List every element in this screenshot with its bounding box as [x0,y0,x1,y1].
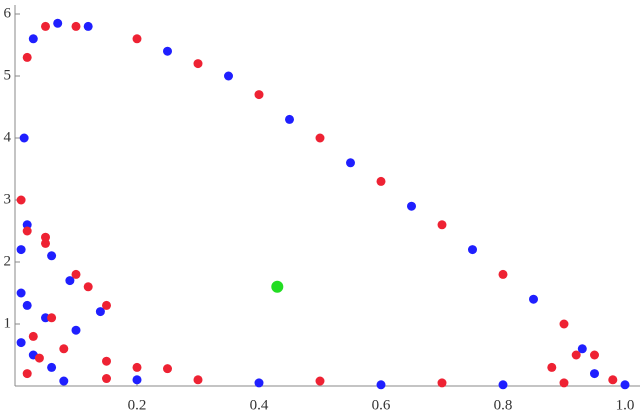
point [19,133,29,143]
x-tick-label: 1.0 [616,397,635,413]
point [83,21,93,31]
point [346,158,355,168]
point [28,331,38,341]
point [271,280,284,293]
point [47,362,57,372]
point [47,313,57,323]
y-tick-label: 1 [4,315,12,331]
point [498,380,508,390]
x-tick-label: 0.8 [494,397,513,413]
point [102,356,111,366]
point [620,380,630,390]
point [163,46,172,56]
point [59,376,69,386]
y-tick-label: 6 [4,5,12,21]
y-tick-label: 5 [4,67,12,83]
point [132,362,142,372]
point [315,376,325,386]
point [65,276,75,286]
x-tick-label: 0.6 [372,397,391,413]
point [41,238,50,248]
point [285,114,294,124]
point [95,307,105,317]
point [608,375,618,385]
point [41,232,50,242]
point [71,269,81,279]
point [590,369,599,379]
point [577,344,587,354]
point [437,378,447,388]
point [28,34,38,44]
x-tick-label: 0.2 [128,397,147,413]
point [16,245,26,255]
point [315,133,325,143]
point [53,18,63,28]
point [16,288,26,298]
point [16,195,26,205]
point [22,369,32,379]
y-tick-label: 4 [4,129,12,145]
point [193,59,203,69]
point [254,90,264,100]
point [22,52,32,62]
point [22,226,32,236]
x-tick-label: 0.4 [250,397,269,413]
point [22,220,32,230]
point [59,344,69,354]
point [437,220,447,230]
point [571,350,581,360]
point [224,71,233,81]
point [22,300,32,310]
point [498,269,508,279]
point [468,245,477,255]
point [376,380,386,390]
point [376,176,386,186]
point [83,282,93,292]
point [132,34,142,44]
point [547,362,557,372]
point [407,201,416,211]
point [102,300,111,310]
y-tick-label: 3 [4,191,12,207]
point [254,378,264,388]
y-tick-label: 2 [4,253,12,269]
point [193,375,203,385]
point [163,364,172,374]
point [16,338,26,348]
point [559,378,569,388]
point [34,353,44,363]
point [47,251,57,261]
point [71,325,81,335]
point [71,21,81,31]
point [590,350,599,360]
point [132,375,142,385]
point [559,319,569,329]
point [102,374,111,384]
point [529,294,538,304]
point [41,21,50,31]
